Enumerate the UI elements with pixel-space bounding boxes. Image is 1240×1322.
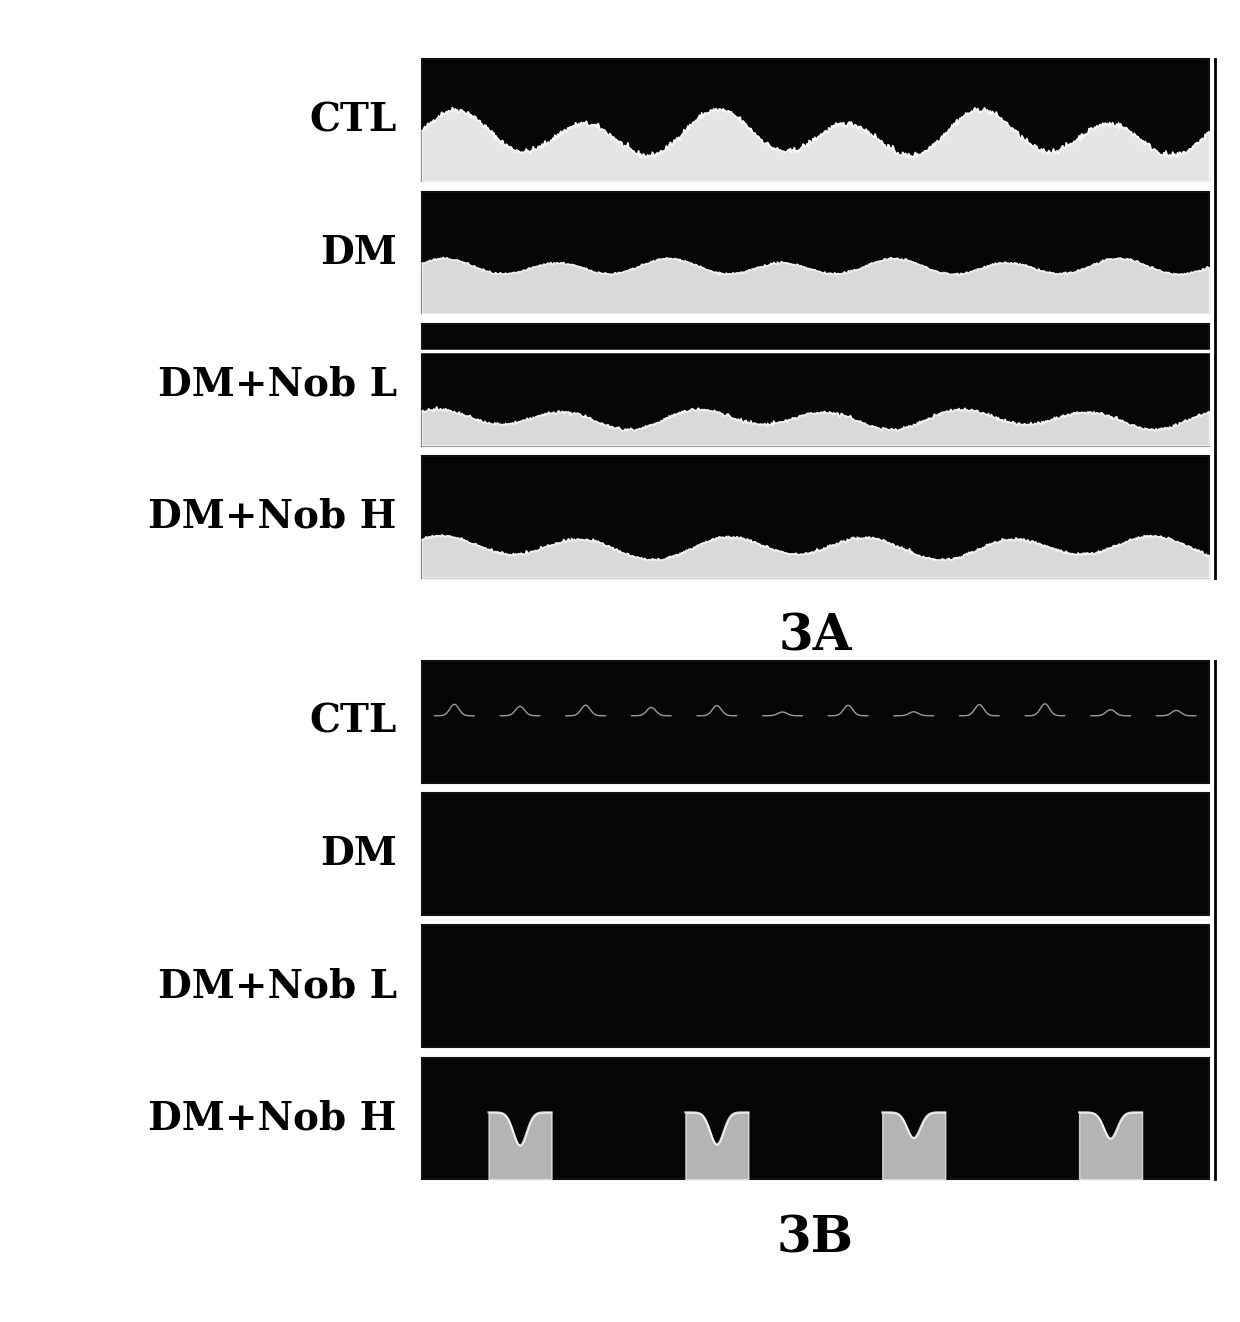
Text: DM+Nob L: DM+Nob L (157, 366, 397, 403)
Text: DM+Nob H: DM+Nob H (149, 498, 397, 535)
Bar (422, 793, 1209, 915)
Bar (422, 456, 1209, 578)
Bar (422, 1058, 1209, 1179)
Text: 3B: 3B (776, 1214, 854, 1264)
Bar (422, 324, 1209, 446)
Text: DM: DM (320, 836, 397, 873)
Bar (422, 192, 1209, 313)
Bar (422, 59, 1209, 181)
Text: DM+Nob H: DM+Nob H (149, 1100, 397, 1137)
Bar (422, 661, 1209, 783)
Text: CTL: CTL (310, 102, 397, 139)
Text: DM: DM (320, 234, 397, 271)
Text: DM+Nob L: DM+Nob L (157, 968, 397, 1005)
Text: 3A: 3A (779, 612, 852, 662)
Bar (422, 925, 1209, 1047)
Text: CTL: CTL (310, 703, 397, 740)
